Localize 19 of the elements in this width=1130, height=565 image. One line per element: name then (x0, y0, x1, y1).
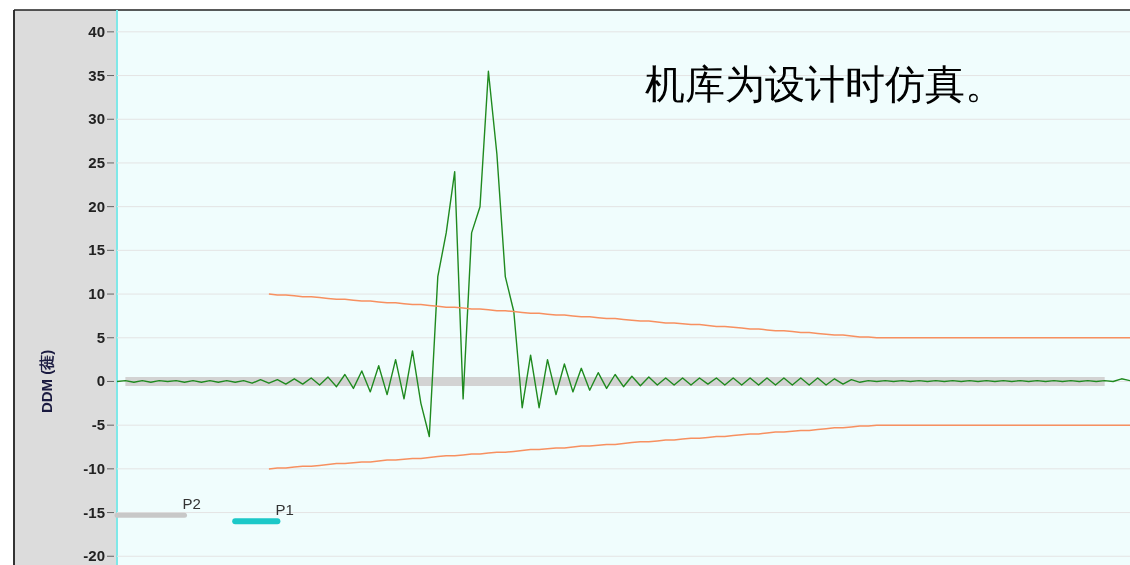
y-tick-label: 5 (96, 328, 105, 346)
y-tick-label: 35 (88, 66, 105, 84)
y-tick-label: -20 (83, 547, 105, 565)
y-tick-label: 0 (96, 372, 105, 390)
y-tick-label: 15 (88, 241, 105, 259)
annotation: 机库为设计时仿真。 (645, 62, 1005, 107)
y-tick-label: -5 (91, 416, 105, 434)
y-axis-title: DDM (蓰) (38, 349, 55, 414)
y-tick-label: 20 (88, 197, 105, 215)
y-tick-label: -15 (83, 503, 105, 521)
series-label: P1 (275, 501, 294, 519)
line-series (268, 293, 1130, 339)
y-tick-label: -10 (83, 459, 105, 477)
y-tick-label: 30 (88, 110, 105, 128)
y-tick-label: 25 (88, 153, 105, 171)
y-tick-label: 10 (88, 285, 105, 303)
line-series (268, 424, 1130, 470)
series-label: P2 (182, 495, 201, 513)
y-tick-label: 40 (88, 22, 105, 40)
